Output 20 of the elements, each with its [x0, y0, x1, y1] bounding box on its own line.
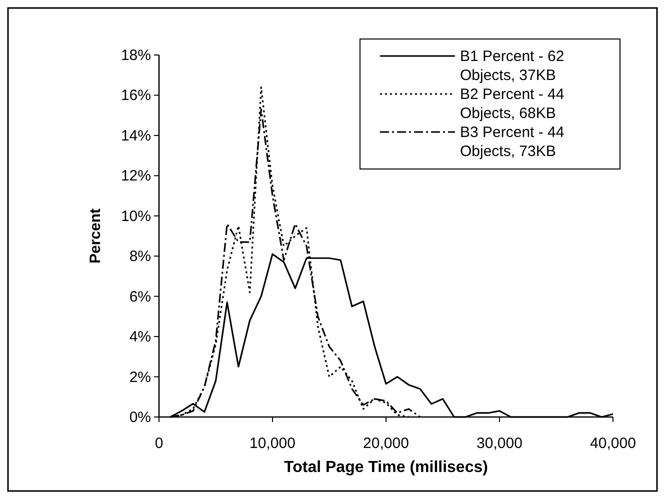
y-axis-title: Percent	[87, 208, 104, 264]
x-tick-label: 0	[154, 435, 164, 452]
y-tick-label: 16%	[120, 87, 151, 104]
y-tick-label: 0%	[129, 409, 151, 426]
y-tick-label: 14%	[120, 127, 151, 144]
y-tick-label: 8%	[129, 248, 151, 266]
legend-label: B2 Percent - 44 Objects, 68KB	[460, 86, 564, 122]
x-tick-label: 30,000	[476, 435, 522, 452]
x-tick-label: 20,000	[363, 435, 409, 452]
y-tick-label: 18%	[120, 47, 151, 64]
y-tick-label: 4%	[129, 328, 151, 346]
legend-label: B3 Percent - 44 Objects, 73KB	[460, 124, 564, 160]
x-tick-label: 40,000	[590, 435, 636, 452]
y-tick-label: 6%	[129, 288, 151, 306]
y-tick-label: 12%	[120, 168, 151, 185]
x-axis-title: Total Page Time (millisecs)	[284, 459, 488, 476]
y-tick-label: 10%	[120, 208, 151, 225]
legend-label: B1 Percent - 62 Objects, 37KB	[460, 48, 564, 84]
y-tick-label: 2%	[129, 368, 151, 386]
x-tick-label: 10,000	[250, 435, 296, 452]
